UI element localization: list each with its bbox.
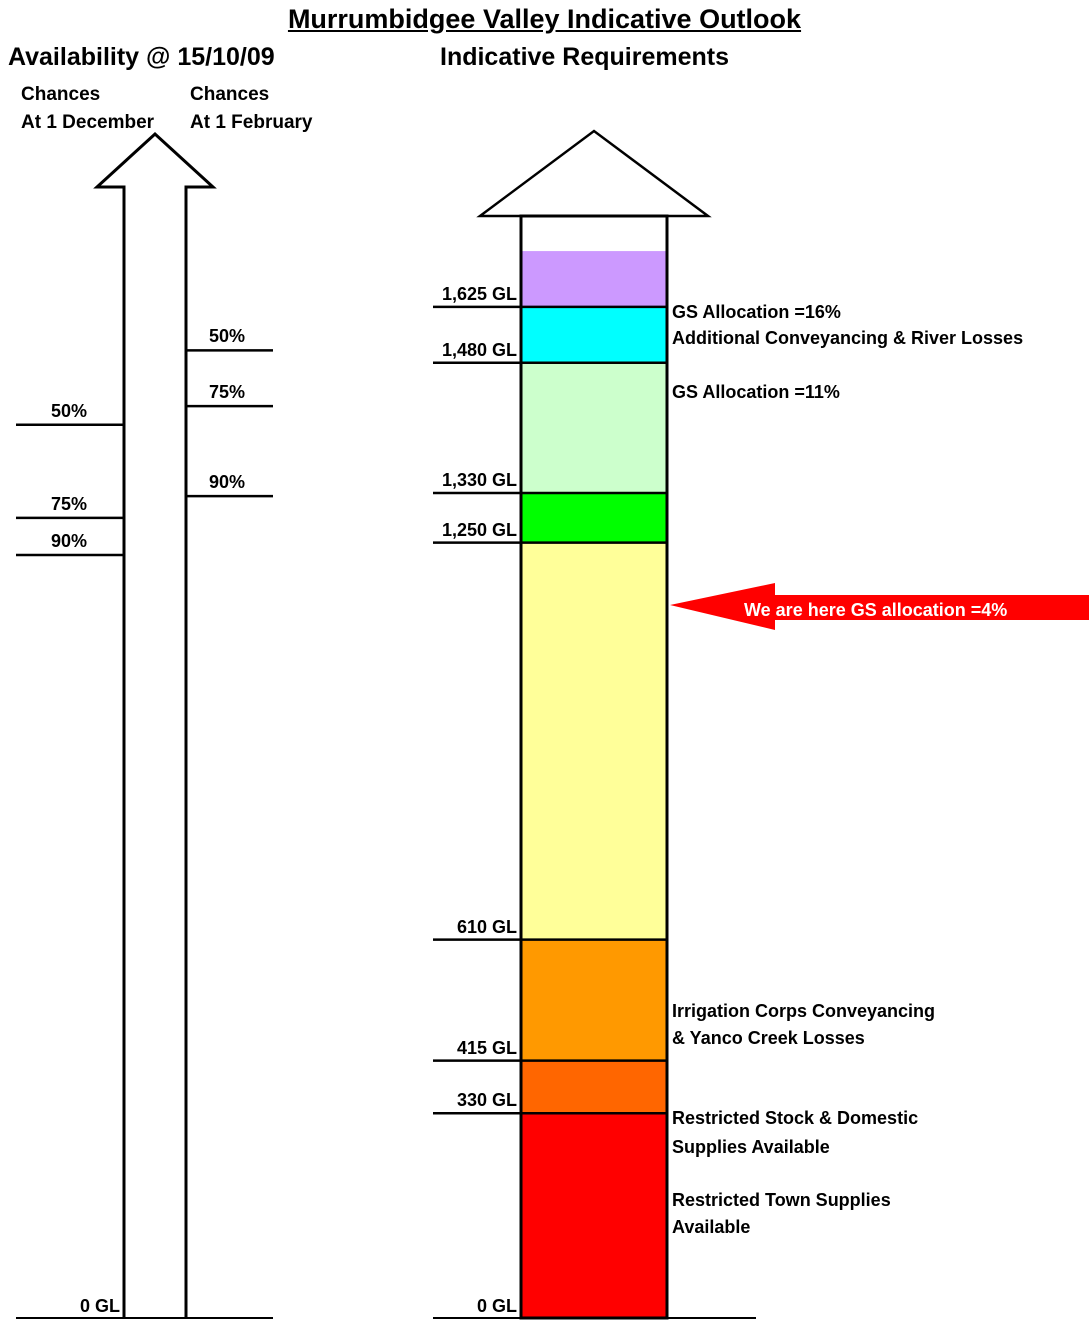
annotation-gs-allocation-11: GS Allocation =11% <box>672 382 840 402</box>
requirement-segment-1 <box>521 1060 667 1114</box>
requirement-level-label: 1,330 GL <box>441 470 517 490</box>
dec-marker-label: 90% <box>51 531 88 552</box>
requirement-level-label: 610 GL <box>456 916 517 937</box>
we-are-here-arrow <box>670 583 1089 630</box>
requirement-level-label: 1,250 GL <box>441 519 517 540</box>
annotation-stock-domestic-line1: Restricted Stock & Domestic <box>672 1108 919 1128</box>
requirement-segment-5 <box>521 362 667 494</box>
requirements-ticks <box>433 305 667 1115</box>
availability-heading: Availability @ 15/10/09 <box>8 43 275 71</box>
dec-column-header-line2: At 1 December <box>21 112 155 133</box>
feb-column-header-line1: Chances <box>190 84 270 105</box>
requirement-level-label: 1,625 GL <box>441 283 517 304</box>
availability-ticks <box>16 349 273 557</box>
annotation-additional-conveyancing: Additional Conveyancing & River Losses <box>672 328 1024 348</box>
availability-zero-label: 0 GL <box>79 1296 120 1316</box>
annotation-irrigation-line1: Irrigation Corps Conveyancing <box>672 1001 936 1021</box>
requirement-segment-7 <box>521 251 667 307</box>
requirement-level-label: 415 GL <box>456 1037 517 1058</box>
requirement-segment-2 <box>521 939 667 1061</box>
dec-marker-label: 75% <box>51 493 88 514</box>
annotation-town-supplies-line1: Restricted Town Supplies <box>672 1190 891 1210</box>
feb-marker-label: 90% <box>209 472 246 493</box>
we-are-here-label: We are here GS allocation =4% <box>744 600 1008 620</box>
page-title: Murrumbidgee Valley Indicative Outlook <box>287 4 802 34</box>
requirements-segments <box>521 251 667 1318</box>
requirements-zero-label: 0 GL <box>476 1296 517 1316</box>
requirement-segment-6 <box>521 306 667 363</box>
requirement-level-label: 330 GL <box>456 1090 517 1111</box>
feb-column-header-line2: At 1 February <box>190 112 313 133</box>
annotation-gs-allocation-16: GS Allocation =16% <box>672 302 841 322</box>
feb-marker-label: 50% <box>209 326 246 347</box>
requirement-segment-0 <box>521 1113 667 1318</box>
annotation-town-supplies-line2: Available <box>672 1217 751 1237</box>
requirement-segment-3 <box>521 542 667 940</box>
requirements-heading: Indicative Requirements <box>440 43 729 71</box>
dec-marker-label: 50% <box>51 400 88 421</box>
feb-marker-label: 75% <box>209 382 246 403</box>
dec-column-header-line1: Chances <box>21 84 101 105</box>
availability-arrow <box>93 131 217 1318</box>
requirement-segment-4 <box>521 493 667 543</box>
requirement-level-label: 1,480 GL <box>441 339 517 360</box>
annotation-irrigation-line2: & Yanco Creek Losses <box>672 1028 865 1048</box>
annotation-stock-domestic-line2: Supplies Available <box>672 1137 830 1157</box>
requirements-arrow-head <box>476 129 712 218</box>
